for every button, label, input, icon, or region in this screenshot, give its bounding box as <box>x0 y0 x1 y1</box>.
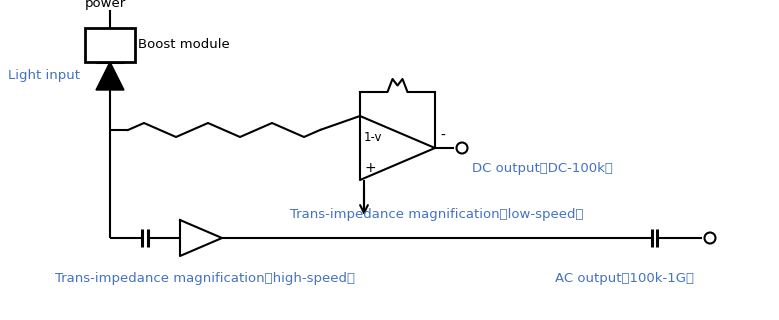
Bar <box>85 28 135 62</box>
Text: +: + <box>364 161 375 175</box>
Text: Trans-impedance magnification（low-speed）: Trans-impedance magnification（low-speed） <box>290 208 583 221</box>
Text: AC output（100k-1G）: AC output（100k-1G） <box>555 272 694 285</box>
Text: DC output（DC-100k）: DC output（DC-100k） <box>472 162 613 175</box>
Text: Trans-impedance magnification（high-speed）: Trans-impedance magnification（high-speed… <box>55 272 355 285</box>
Polygon shape <box>96 62 124 90</box>
Text: 1-v: 1-v <box>364 131 382 144</box>
Text: -: - <box>440 129 445 143</box>
Text: Light input: Light input <box>8 69 80 83</box>
Text: power: power <box>85 0 126 10</box>
Text: Boost module: Boost module <box>138 38 230 52</box>
